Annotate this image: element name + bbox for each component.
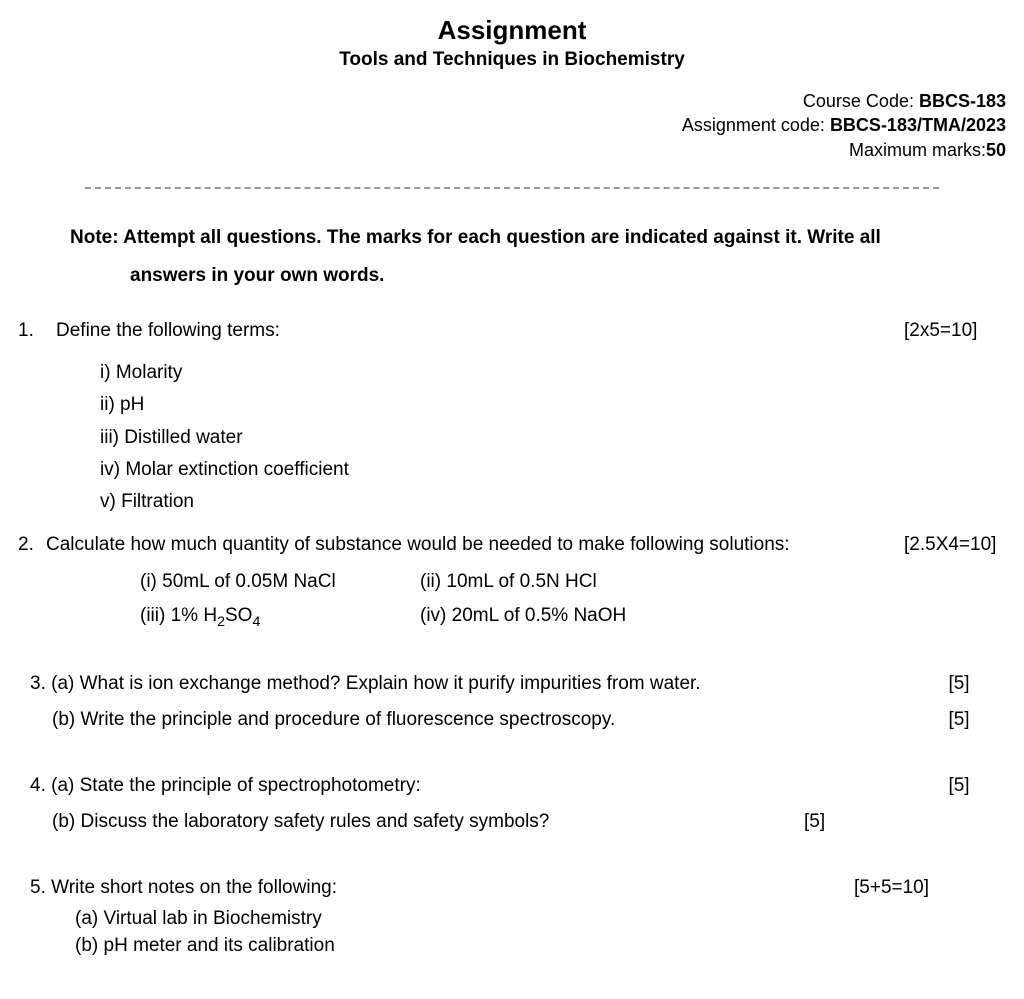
question-4: 4. (a) State the principle of spectropho… [10, 768, 1014, 840]
meta-course-label: Course Code: [803, 91, 919, 111]
q4-a: 4. (a) State the principle of spectropho… [10, 768, 1014, 804]
q1-number: 1. [10, 315, 38, 347]
q2-opt-i: (i) 50mL of 0.05M NaCl [140, 565, 420, 599]
q1-marks: [2x5=10] [904, 315, 1014, 347]
q2-marks: [2.5X4=10] [904, 529, 1014, 561]
q2-opt-iv: (iv) 20mL of 0.5% NaOH [420, 599, 700, 635]
header-block: Assignment Tools and Techniques in Bioch… [10, 15, 1014, 71]
q1-item-iv: iv) Molar extinction coefficient [100, 454, 1014, 486]
q3-b: (b) Write the principle and procedure of… [10, 702, 1014, 738]
meta-course-code: BBCS-183 [919, 91, 1006, 111]
meta-assignment-label: Assignment code: [682, 115, 830, 135]
q1-sublist: i) Molarity ii) pH iii) Distilled water … [10, 357, 1014, 518]
divider [85, 187, 939, 189]
q5-marks: [5+5=10] [854, 870, 1014, 906]
q5-a: (a) Virtual lab in Biochemistry [75, 906, 1014, 933]
note-text: Note: Attempt all questions. The marks f… [70, 219, 954, 295]
question-2: 2. Calculate how much quantity of substa… [10, 529, 1014, 561]
q3-b-text: (b) Write the principle and procedure of… [10, 702, 904, 738]
q5-text: 5. Write short notes on the following: [10, 870, 854, 906]
q1-item-v: v) Filtration [100, 486, 1014, 518]
q5-main: 5. Write short notes on the following: [… [10, 870, 1014, 906]
q4-b-marks: [5] [804, 804, 1014, 840]
q2-opt-iii-pre: (iii) 1% H [140, 605, 217, 626]
q3-a-text: 3. (a) What is ion exchange method? Expl… [10, 666, 904, 702]
meta-assignment-code: BBCS-183/TMA/2023 [830, 115, 1006, 135]
q2-number: 2. [10, 529, 38, 561]
question-3: 3. (a) What is ion exchange method? Expl… [10, 666, 1014, 738]
q1-text: Define the following terms: [38, 315, 904, 347]
question-1: 1. Define the following terms: [2x5=10] [10, 315, 1014, 347]
meta-course: Course Code: BBCS-183 [10, 89, 1006, 113]
q3-a-marks: [5] [904, 666, 1014, 702]
q3-a: 3. (a) What is ion exchange method? Expl… [10, 666, 1014, 702]
q2-text: Calculate how much quantity of substance… [38, 529, 904, 561]
q2-opt-ii: (ii) 10mL of 0.5N HCl [420, 565, 700, 599]
q1-item-i: i) Molarity [100, 357, 1014, 389]
page-title: Assignment [10, 15, 1014, 46]
q2-opt-iii: (iii) 1% H2SO4 [140, 599, 420, 635]
q4-a-text: 4. (a) State the principle of spectropho… [10, 768, 904, 804]
q2-options-row1: (i) 50mL of 0.05M NaCl (ii) 10mL of 0.5N… [10, 565, 1014, 599]
meta-max-label: Maximum marks: [849, 140, 986, 160]
q5-sublist: (a) Virtual lab in Biochemistry (b) pH m… [10, 906, 1014, 959]
q4-a-marks: [5] [904, 768, 1014, 804]
question-5: 5. Write short notes on the following: [… [10, 870, 1014, 959]
q2-options-row2: (iii) 1% H2SO4 (iv) 20mL of 0.5% NaOH [10, 599, 1014, 635]
meta-assignment: Assignment code: BBCS-183/TMA/2023 [10, 113, 1006, 137]
q2-opt-iii-sub2: 4 [252, 614, 260, 630]
q4-b: (b) Discuss the laboratory safety rules … [10, 804, 1014, 840]
meta-max: Maximum marks:50 [10, 138, 1006, 162]
q2-opt-iii-sub1: 2 [217, 614, 225, 630]
assignment-page: Assignment Tools and Techniques in Bioch… [0, 0, 1024, 999]
meta-block: Course Code: BBCS-183 Assignment code: B… [10, 89, 1014, 162]
page-subtitle: Tools and Techniques in Biochemistry [10, 49, 1014, 71]
q1-item-iii: iii) Distilled water [100, 422, 1014, 454]
q5-b: (b) pH meter and its calibration [75, 933, 1014, 960]
q4-b-text: (b) Discuss the laboratory safety rules … [10, 804, 804, 840]
q3-b-marks: [5] [904, 702, 1014, 738]
meta-max-marks: 50 [986, 140, 1006, 160]
q1-item-ii: ii) pH [100, 389, 1014, 421]
q2-opt-iii-mid: SO [225, 605, 252, 626]
